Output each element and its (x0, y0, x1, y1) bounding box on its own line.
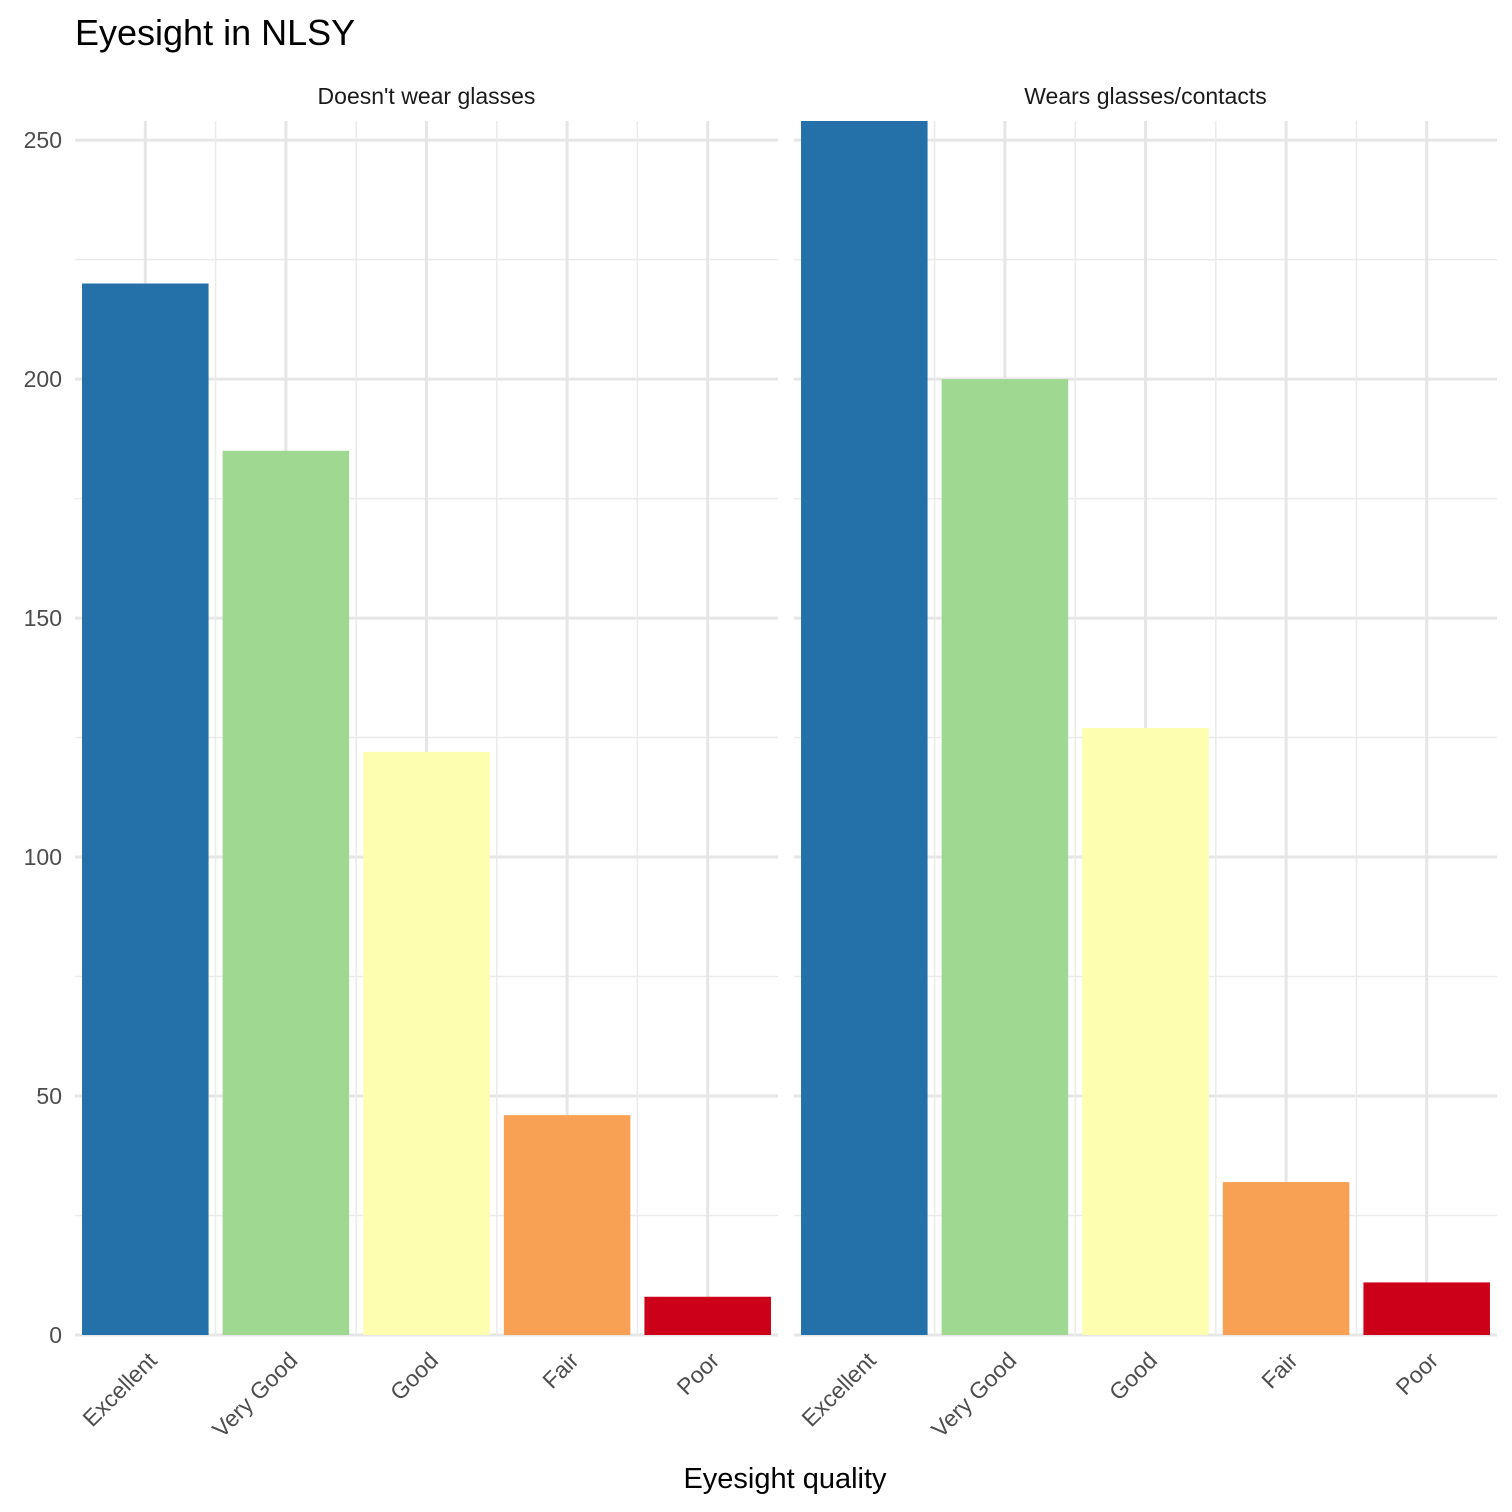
bar-good (363, 751, 490, 1335)
x-tick-label: Very Good (926, 1347, 1021, 1442)
x-tick-label: Excellent (77, 1347, 162, 1432)
bar-very-good (222, 450, 350, 1335)
bar-excellent (801, 121, 928, 1335)
y-tick-label: 100 (24, 844, 62, 870)
x-tick-label: Very Good (207, 1347, 302, 1442)
y-tick-label: 50 (36, 1083, 62, 1109)
y-tick-label: 200 (24, 366, 62, 392)
x-tick-label: Good (1104, 1347, 1162, 1405)
x-tick-label: Good (385, 1347, 443, 1405)
y-tick-label: 250 (24, 127, 62, 153)
x-tick-label: Fair (537, 1347, 584, 1394)
bar-good (1082, 728, 1209, 1335)
x-tick-label: Excellent (796, 1347, 881, 1432)
chart-title: Eyesight in NLSY (75, 12, 355, 53)
facet-strip-label: Doesn't wear glasses (318, 83, 536, 109)
bar-fair (1222, 1182, 1350, 1335)
bar-fair (503, 1115, 631, 1335)
bar-layer (82, 121, 1490, 1336)
x-tick-label: Fair (1256, 1347, 1303, 1394)
y-tick-label: 0 (49, 1322, 62, 1348)
y-tick-label: 150 (24, 605, 62, 631)
facet-strip-label: Wears glasses/contacts (1024, 83, 1266, 109)
x-axis-title: Eyesight quality (683, 1463, 887, 1495)
bar-excellent (82, 283, 209, 1336)
x-tick-label: Poor (1390, 1347, 1443, 1400)
x-tick-label: Poor (671, 1347, 724, 1400)
bar-very-good (941, 379, 1069, 1335)
bar-poor (1363, 1282, 1490, 1335)
bar-poor (644, 1296, 771, 1335)
